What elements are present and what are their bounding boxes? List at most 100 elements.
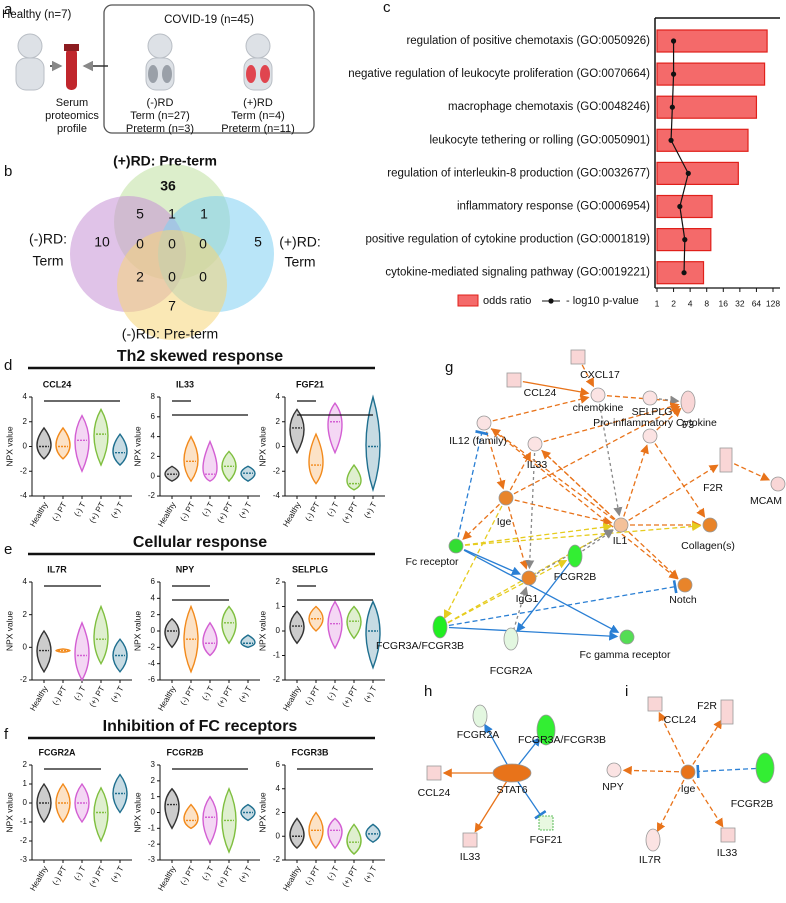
network-edge [512,586,529,631]
node-label: chemokine [573,402,624,414]
y-tick-label: 2 [23,610,28,619]
violin [183,803,199,830]
label: Preterm (n=3) [126,123,194,135]
label: profile [57,123,87,135]
p-value-dot [670,71,677,77]
set-label: Term [284,254,315,270]
y-axis-label: NPX value [257,611,267,651]
y-tick-label: 2 [151,452,156,461]
violin [221,605,237,645]
y-tick-label: -1 [273,651,281,660]
panel-letter: b [4,163,12,180]
network-edge [598,403,623,517]
group-label: (-) PT [51,500,69,522]
y-tick-label: 4 [276,392,281,401]
group-label: (-) T [200,684,215,702]
violin [308,432,324,485]
violin [346,823,362,855]
venn-count: 0 [168,269,176,285]
category-label: macrophage chemotaxis (GO:0048246) [448,101,650,113]
legend-label: - log10 p-value [566,295,639,307]
group-label: (-) PT [51,864,69,886]
group-label: Healthy [28,865,49,893]
label: (-)RD [147,97,174,109]
group-label: Healthy [156,501,177,529]
violin [289,610,305,645]
group-label: Healthy [281,501,302,529]
y-tick-label: 0 [23,442,28,451]
node-shape [720,827,736,843]
node-label: CCL24 [664,714,697,726]
bar [656,261,705,285]
node-shape [567,544,583,568]
network-edge [581,364,594,388]
venn-count: 0 [168,236,176,252]
group-label: (+) PT [216,864,235,888]
x-tick-label: 8 [704,298,709,308]
node-shape [770,476,786,492]
violin [164,787,180,830]
network-edge [484,723,509,766]
venn-count: 7 [168,298,176,314]
panel-letter: f [4,726,9,743]
network-edge [692,719,723,765]
category-label: negative regulation of leukocyte prolife… [348,68,650,80]
node-shape [521,570,537,586]
node-shape [719,447,733,473]
group-label: (-) PT [304,500,322,522]
node-shape [538,815,554,831]
group-label: (+) PT [341,864,360,888]
node-label: IL33 [460,851,481,863]
network-edge [516,780,547,820]
group-label: (-) T [325,684,340,702]
group-label: (-) PT [179,684,197,706]
node-shape [462,832,478,848]
node-label: FCGR2A [490,665,533,677]
node-shape [503,627,519,651]
node-label: FCGR3A/FCGR3B [376,640,464,652]
network-edge [525,452,536,570]
panel-a-icons [15,4,315,134]
network-edge [474,780,508,833]
p-value-dot [669,104,675,110]
y-axis-label: NPX value [257,792,267,832]
violin [289,817,305,850]
node-shape [680,390,696,414]
group-label: (-) PT [304,684,322,706]
violin [327,817,343,850]
network-edge [696,764,757,779]
set-label: (-)RD: [29,231,67,247]
y-tick-label: -2 [20,675,28,684]
group-label: (+) T [362,500,378,519]
set-label: (+)RD: Pre-term [113,153,217,169]
p-value-dot [681,270,687,276]
y-axis-label: NPX value [4,426,14,466]
violin [112,432,128,466]
network-edge [492,394,590,422]
category-label: positive regulation of cytokine producti… [366,234,651,246]
venn-count: 0 [199,236,207,252]
node-label: FGF21 [530,834,563,846]
violin [346,605,362,640]
node-label: Collagen(s) [681,540,735,552]
label: Serum [56,97,88,109]
group-label: (+) T [109,684,125,703]
section-title: Th2 skewed response [117,348,283,365]
group-label: (-) T [325,864,340,882]
group-label: Healthy [28,501,49,529]
violin [74,414,90,473]
plot-title: FCGR2B [166,747,204,757]
p-value-dot [682,237,688,243]
node-shape [755,752,775,784]
venn-count: 1 [168,206,176,222]
venn-count: 0 [136,236,144,252]
set-label: (-)RD: Pre-term [122,326,218,342]
network-edge [507,506,529,570]
p-value-dot [685,170,691,176]
venn-count: 5 [254,234,262,250]
network-edge [490,428,679,580]
node-shape [432,615,448,639]
network-edge [733,463,771,481]
node-shape [536,714,556,746]
